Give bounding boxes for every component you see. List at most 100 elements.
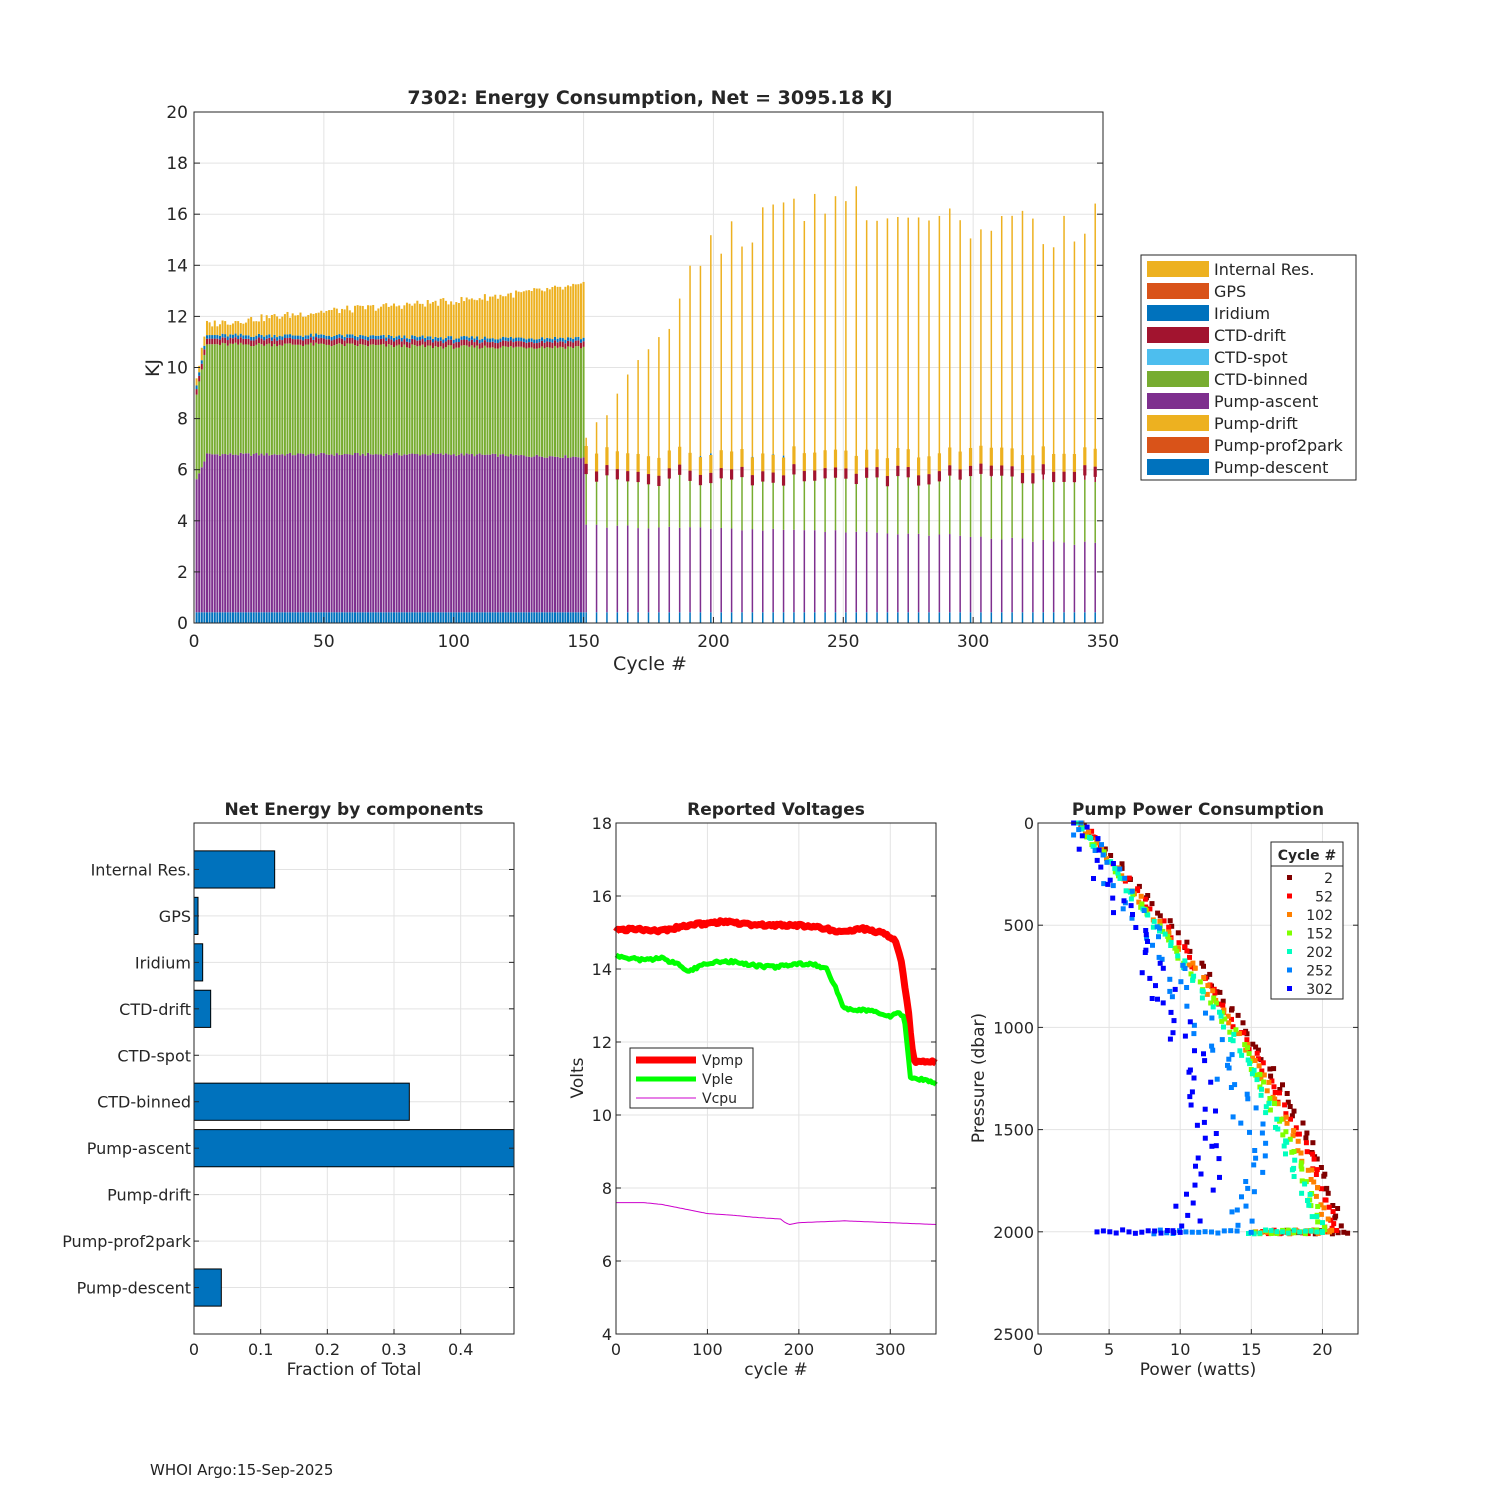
bar-seg-internal-res	[195, 378, 198, 386]
bar-seg-iridium	[304, 335, 307, 339]
bar-seg-iridium	[226, 336, 229, 341]
bar-seg-ctd-binned	[400, 347, 403, 456]
bar-seg-pump-ascent	[509, 453, 512, 613]
bar-seg-ctd-binned	[528, 347, 531, 457]
pump-point	[1245, 1045, 1250, 1051]
bar-seg-internal-res	[413, 303, 416, 336]
pump-point	[1260, 1060, 1266, 1066]
bar-seg-ctd-drift	[203, 349, 206, 355]
pump-point	[1108, 859, 1114, 865]
bar-seg-iridium	[782, 455, 785, 458]
bar-seg-ctd-binned	[263, 345, 266, 456]
pump-point	[1257, 1230, 1263, 1236]
bar-seg-internal-res	[379, 306, 382, 336]
bar-seg-ctd-binned	[322, 343, 325, 454]
pump-point	[1234, 1228, 1240, 1234]
bar-seg-internal-res	[699, 265, 702, 457]
bar-seg-pump-descent	[876, 612, 878, 623]
bar-seg-internal-res	[460, 296, 463, 337]
legend-swatch	[1147, 261, 1209, 277]
bar-seg-ctd-drift	[250, 340, 253, 347]
pump-point	[1299, 1178, 1305, 1184]
bar-seg-iridium	[221, 333, 224, 338]
bar-seg-pump-descent	[496, 612, 499, 623]
pump-point	[1159, 956, 1165, 962]
bar-seg-pump-descent	[1000, 612, 1003, 623]
pump-point	[1108, 853, 1114, 858]
pump-point	[1318, 1165, 1324, 1170]
pump-point	[1256, 1063, 1262, 1069]
bar-seg-iridium	[710, 453, 712, 456]
pump-point	[1228, 1228, 1234, 1234]
pump-point	[1318, 1186, 1324, 1192]
pump-point	[1244, 1031, 1250, 1037]
bar-seg-internal-res	[437, 305, 440, 338]
tick-label-y: 10	[592, 1106, 612, 1125]
bar-seg-pump-ascent	[980, 536, 982, 613]
bar-seg-pump-descent	[255, 612, 258, 623]
bar-seg-pump-drift	[657, 457, 661, 476]
bar-seg-pump-ascent	[330, 454, 333, 613]
bar-seg-pump-ascent	[359, 455, 362, 613]
bar-seg-ctd-drift-low	[989, 465, 993, 476]
bar-seg-ctd-drift	[481, 342, 484, 348]
bar-seg-iridium	[237, 335, 240, 340]
bar-seg-internal-res	[517, 291, 520, 338]
bar-seg-iridium	[289, 334, 292, 338]
bar-seg-ctd-binned	[556, 347, 559, 457]
pump-point	[1213, 1108, 1218, 1114]
bar-seg-pump-ascent	[216, 454, 219, 613]
bar-seg-ctd-drift-low	[1052, 471, 1056, 483]
bar-seg-iridium	[229, 334, 232, 338]
bar-seg-ctd-drift	[579, 342, 582, 349]
bar-seg-ctd-binned	[668, 463, 671, 527]
pump-point	[1271, 1066, 1277, 1072]
bar-seg-ctd-drift	[312, 339, 315, 346]
bar-seg-pump-drift	[917, 457, 921, 476]
pump-point	[1259, 1130, 1265, 1136]
legend-swatch	[1147, 459, 1209, 475]
tick-label-y: 10	[166, 359, 188, 379]
bar-seg-ctd-binned	[296, 344, 299, 454]
bar-seg-internal-res	[431, 302, 434, 339]
pump-point	[1187, 954, 1192, 960]
bar-seg-pump-descent	[658, 612, 660, 623]
bar-seg-internal-res	[845, 201, 847, 458]
bar-seg-pump-ascent	[198, 473, 201, 613]
pump-point	[1227, 1029, 1233, 1035]
bar-seg-pump-descent	[270, 612, 273, 623]
bar-seg-ctd-drift-low	[698, 474, 703, 486]
bar-seg-internal-res	[364, 309, 367, 337]
pump-point	[1167, 1036, 1173, 1042]
bar-seg-ctd-drift	[382, 338, 385, 345]
bar-seg-pump-descent	[447, 612, 450, 623]
bar-seg-ctd-binned	[486, 347, 489, 455]
pump-point	[1142, 896, 1148, 902]
bar-seg-pump-drift	[615, 451, 619, 470]
bar-seg-ctd-binned	[200, 369, 203, 468]
bar-seg-iridium	[408, 338, 411, 343]
bar-seg-ctd-binned	[502, 345, 505, 455]
pump-point	[1252, 1148, 1258, 1153]
bar-seg-pump-ascent	[416, 454, 419, 613]
bar-seg-pump-descent	[751, 612, 754, 623]
pump-point	[1091, 876, 1096, 881]
bar-seg-pump-descent	[413, 612, 416, 623]
bar-seg-ctd-binned	[447, 345, 450, 455]
pump-point	[1249, 1071, 1255, 1077]
pump-point	[1254, 1077, 1260, 1083]
pump-point	[1255, 1056, 1261, 1062]
bar-seg-iridium	[234, 333, 237, 338]
tick-label-y: 2	[177, 563, 188, 583]
bar-seg-ctd-binned	[405, 347, 408, 455]
bar-seg-internal-res	[543, 291, 546, 340]
bar-seg-pump-ascent	[969, 536, 972, 613]
pump-point	[1233, 1027, 1239, 1033]
bar-seg-ctd-drift	[476, 339, 479, 346]
pump-point	[1270, 1094, 1276, 1100]
legend-label: CTD-binned	[1214, 370, 1308, 389]
bar-seg-iridium	[299, 335, 302, 340]
category-label: CTD-drift	[119, 1000, 191, 1019]
bar-seg-pump-ascent	[447, 454, 450, 613]
